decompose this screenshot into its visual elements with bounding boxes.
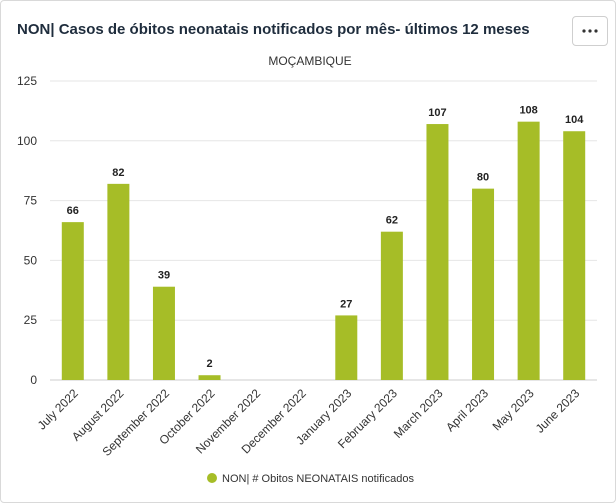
data-label: 27	[340, 298, 352, 310]
legend-swatch	[207, 473, 217, 483]
bar[interactable]	[426, 124, 449, 380]
chart-title: NON| Casos de óbitos neonatais notificad…	[17, 21, 530, 38]
y-axis: 0 25 50 75 100 125	[17, 74, 37, 387]
x-tick-label: July 2022	[35, 386, 81, 432]
data-label: 108	[519, 105, 537, 117]
bar[interactable]	[198, 375, 221, 380]
data-label: 107	[428, 107, 446, 119]
y-tick-label: 100	[17, 134, 37, 148]
x-tick-label: June 2023	[533, 386, 583, 436]
more-horizontal-icon	[582, 29, 598, 33]
bar[interactable]	[380, 231, 403, 380]
bar[interactable]	[335, 315, 358, 380]
legend-label: NON| # Obitos NEONATAIS notificados	[222, 473, 414, 485]
y-tick-label: 75	[24, 194, 38, 208]
x-tick-label: April 2023	[443, 386, 491, 434]
bar[interactable]	[107, 183, 130, 380]
bar-series	[61, 121, 586, 380]
data-label: 104	[565, 114, 584, 126]
data-label: 80	[477, 172, 489, 184]
chart-subtitle: MOÇAMBIQUE	[268, 54, 351, 68]
x-tick-label: May 2023	[490, 386, 537, 433]
bar[interactable]	[563, 131, 586, 380]
data-label: 66	[67, 205, 79, 217]
y-tick-label: 25	[24, 313, 38, 327]
data-label: 62	[386, 215, 398, 227]
y-tick-label: 0	[30, 373, 37, 387]
data-labels: 66 82 39 2 27 62 107 80 108 104	[67, 105, 585, 371]
data-label: 2	[206, 358, 212, 370]
y-tick-label: 50	[24, 253, 38, 267]
chart-legend[interactable]: NON| # Obitos NEONATAIS notificados	[207, 473, 414, 485]
data-label: 39	[158, 270, 170, 282]
bar[interactable]	[61, 222, 84, 380]
bar[interactable]	[152, 286, 175, 380]
y-tick-label: 125	[17, 74, 37, 88]
x-tick-label: March 2023	[391, 386, 446, 441]
bar[interactable]	[472, 188, 495, 380]
grid-layer	[50, 80, 597, 381]
chart-menu-button[interactable]	[572, 16, 608, 46]
data-label: 82	[112, 167, 124, 179]
bar[interactable]	[517, 121, 540, 380]
